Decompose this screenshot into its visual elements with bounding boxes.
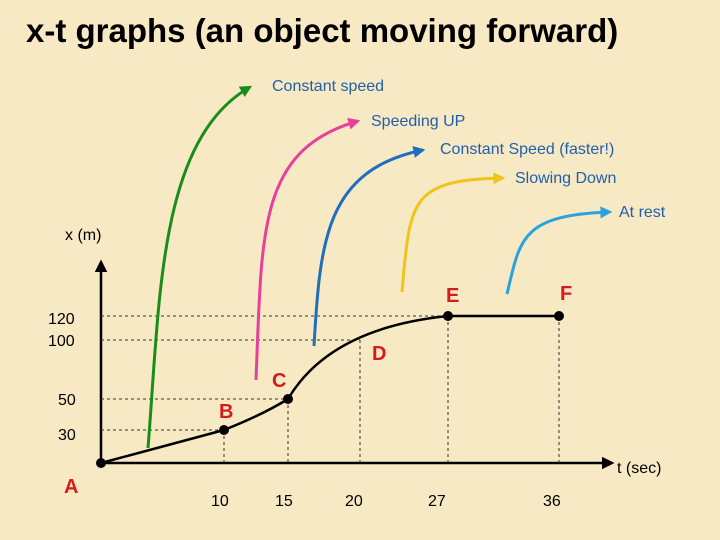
x-axis-label: t (sec) [617,460,661,477]
point-a-marker [96,458,106,468]
point-f-label: F [560,283,572,305]
x-tick-27: 27 [428,493,446,510]
y-tick-100: 100 [48,333,75,350]
callout-slowing-down: Slowing Down [515,170,616,187]
point-c-marker [283,394,293,404]
at-rest-arrow [505,206,613,295]
x-tick-15: 15 [275,493,293,510]
slide-title: x-t graphs (an object moving forward) [26,12,619,49]
point-b-marker [219,425,229,435]
point-e-marker [443,311,453,321]
y-tick-30: 30 [58,427,76,444]
slowing-down-arrow [400,172,506,293]
x-tick-20: 20 [345,493,363,510]
point-a-label: A [64,476,78,498]
motion-curve [100,314,559,465]
x-tick-36: 36 [543,493,561,510]
point-c-label: C [272,370,286,392]
point-f-marker [554,311,564,321]
point-b-label: B [219,401,233,423]
y-tick-50: 50 [58,392,76,409]
callout-speeding-up: Speeding UP [371,113,465,130]
point-d-label: D [372,343,386,365]
callout-constant-speed-faster: Constant Speed (faster!) [440,141,614,158]
point-e-label: E [446,285,459,307]
constant-speed-faster-arrow [312,146,426,347]
callout-at-rest: At rest [619,204,666,221]
y-axis-label: x (m) [65,227,101,244]
x-tick-10: 10 [211,493,229,510]
y-tick-120: 120 [48,311,75,328]
guide-lines [101,315,560,463]
speeding-up-arrow [254,117,361,381]
callout-constant-speed: Constant speed [272,78,384,95]
constant-speed-arrow [146,85,253,449]
